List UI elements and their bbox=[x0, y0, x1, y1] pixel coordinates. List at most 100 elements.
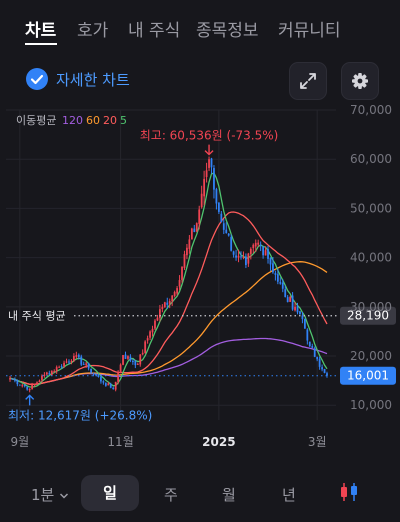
candle-body bbox=[225, 229, 228, 234]
tab-community[interactable]: 커뮤니티 bbox=[278, 21, 341, 41]
check-icon bbox=[26, 68, 48, 90]
legend-item-ma-120: 120 bbox=[62, 114, 83, 127]
candle-body bbox=[279, 282, 282, 284]
candle-body bbox=[291, 295, 294, 310]
candle-body bbox=[220, 213, 223, 223]
candle-body bbox=[109, 383, 112, 388]
tab-chart[interactable]: 차트 bbox=[25, 21, 57, 41]
candle-body bbox=[158, 309, 161, 318]
candle-body bbox=[36, 382, 38, 385]
candle-body bbox=[301, 315, 304, 320]
candle-body bbox=[294, 306, 296, 311]
candle-body bbox=[154, 320, 156, 329]
candle-body bbox=[90, 368, 92, 373]
candle-body bbox=[326, 373, 328, 376]
period-day[interactable]: 일 bbox=[81, 475, 139, 511]
candle-body bbox=[28, 389, 31, 391]
period-week[interactable]: 주 bbox=[164, 486, 178, 504]
candle-body bbox=[274, 273, 277, 275]
candle-body bbox=[114, 381, 117, 390]
candle-body bbox=[203, 178, 206, 197]
expand-button[interactable] bbox=[289, 62, 327, 100]
candle-body bbox=[217, 202, 220, 212]
candle-body bbox=[186, 247, 188, 256]
candle-body bbox=[242, 256, 245, 258]
candle-body bbox=[289, 297, 292, 302]
candle-body bbox=[14, 379, 16, 381]
candle-body bbox=[303, 318, 306, 329]
candle-body bbox=[205, 170, 208, 177]
candle-body bbox=[173, 292, 176, 297]
y-tick-label: 30,000 bbox=[350, 300, 392, 314]
candle-body bbox=[31, 384, 34, 390]
candle-body bbox=[16, 380, 19, 385]
candle-body bbox=[321, 367, 323, 370]
candle-body bbox=[247, 253, 250, 264]
candle-body bbox=[284, 289, 287, 297]
candle-body bbox=[235, 255, 237, 258]
x-tick-label: 9월 bbox=[10, 435, 29, 449]
tab-my-stock[interactable]: 내 주식 bbox=[128, 21, 181, 41]
candle-body bbox=[21, 385, 24, 387]
candle-body bbox=[102, 381, 105, 383]
candle-body bbox=[149, 331, 151, 338]
candlestick-toggle[interactable] bbox=[338, 480, 360, 508]
candle-body bbox=[299, 311, 301, 315]
candle-body bbox=[65, 361, 68, 363]
low-arrow-icon bbox=[25, 394, 35, 406]
candle-body bbox=[257, 242, 260, 245]
candle-body bbox=[264, 250, 267, 256]
candle-body bbox=[323, 368, 326, 373]
y-tick-label: 10,000 bbox=[350, 398, 392, 412]
tab-orderbook[interactable]: 호가 bbox=[77, 21, 109, 41]
candle-body bbox=[183, 254, 186, 268]
candle-body bbox=[200, 193, 203, 208]
legend-item-ma-5: 5 bbox=[120, 114, 127, 127]
tab-stock-info[interactable]: 종목정보 bbox=[196, 21, 259, 41]
candle-body bbox=[23, 384, 26, 387]
interval-selector[interactable]: 1분 bbox=[31, 484, 69, 505]
candle-body bbox=[63, 362, 65, 367]
candle-body bbox=[163, 302, 166, 308]
candle-body bbox=[9, 378, 11, 380]
candle-body bbox=[281, 282, 284, 289]
candle-body bbox=[117, 371, 120, 382]
candle-body bbox=[178, 280, 181, 287]
candle-body bbox=[80, 356, 83, 365]
period-month[interactable]: 월 bbox=[222, 486, 236, 504]
candle-body bbox=[131, 360, 134, 362]
ma-line-20 bbox=[9, 211, 328, 385]
chevron-down-icon bbox=[60, 493, 69, 499]
ma-legend: 이동평균 120 60 20 5 bbox=[16, 114, 127, 127]
candle-body bbox=[85, 363, 88, 365]
candle-body bbox=[171, 295, 174, 302]
candle-body bbox=[190, 228, 193, 240]
candle-body bbox=[254, 242, 257, 247]
candle-body bbox=[95, 373, 97, 376]
high-price-label: 최고: 60,536원 (-73.5%) bbox=[140, 129, 279, 143]
candle-body bbox=[112, 387, 115, 389]
candle-body bbox=[43, 374, 46, 376]
candle-body bbox=[136, 363, 139, 365]
candle-body bbox=[50, 370, 53, 376]
y-axis: 70,000 60,000 50,000 40,000 30,000 20,000 10,0… bbox=[350, 103, 392, 412]
moving-average-lines bbox=[9, 172, 328, 388]
candlestick-icon bbox=[341, 483, 357, 501]
candle-body bbox=[161, 306, 164, 310]
price-chart[interactable]: 내 주식 평균 28,190 16,001 최고: 60,536원 (-73.5%) 최… bbox=[0, 100, 400, 460]
x-tick-label: 11월 bbox=[107, 435, 133, 449]
high-arrow-icon bbox=[204, 144, 214, 156]
candle-body bbox=[181, 266, 183, 280]
chart-grid bbox=[6, 109, 336, 420]
candle-body bbox=[311, 346, 314, 348]
candle-body bbox=[227, 233, 230, 236]
candle-body bbox=[100, 376, 102, 382]
candle-body bbox=[53, 371, 56, 373]
period-year[interactable]: 년 bbox=[282, 486, 296, 504]
ma-line-60 bbox=[9, 261, 328, 385]
settings-button[interactable] bbox=[341, 62, 379, 100]
candle-body bbox=[58, 366, 61, 368]
candle-body bbox=[306, 329, 309, 341]
candle-body bbox=[141, 352, 144, 355]
candle-body bbox=[26, 386, 29, 390]
